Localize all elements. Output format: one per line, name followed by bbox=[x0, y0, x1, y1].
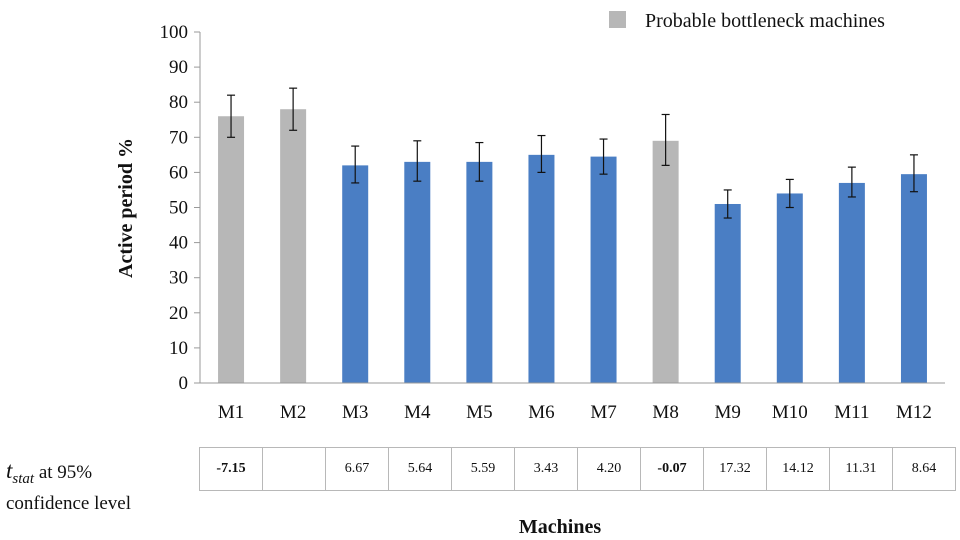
tstat-cell-m10: 14.12 bbox=[766, 447, 830, 491]
bar-m12 bbox=[900, 174, 927, 383]
y-tick-label: 100 bbox=[160, 22, 189, 43]
tstat-row-label: tstat at 95% confidence level bbox=[6, 456, 186, 519]
tstat-table: -7.15 6.67 5.64 5.59 3.43 4.20 -0.07 17.32 14.12… bbox=[199, 447, 956, 491]
legend-swatch bbox=[609, 11, 626, 28]
error-bar-m11 bbox=[847, 166, 856, 198]
bar-m11 bbox=[838, 182, 865, 383]
tstat-label-line2: confidence level bbox=[6, 493, 132, 514]
y-tick-label: 60 bbox=[169, 162, 188, 183]
x-tick-label: M2 bbox=[280, 402, 306, 423]
tstat-cell-m6: 3.43 bbox=[514, 447, 578, 491]
y-tick-label: 50 bbox=[169, 198, 188, 219]
legend: Probable bottleneck machines bbox=[609, 10, 885, 32]
y-tick-label: 80 bbox=[169, 92, 188, 113]
x-axis-categories: M1 M2 M3 M4 M5 M6 M7 M8 M9 M10 M11 M12 bbox=[218, 402, 932, 423]
tstat-cell-m2 bbox=[262, 447, 326, 491]
x-tick-label: M4 bbox=[404, 402, 431, 423]
y-tick-label: 30 bbox=[169, 268, 188, 289]
y-axis-title: Active period % bbox=[115, 138, 137, 278]
bar-m6 bbox=[528, 154, 555, 383]
x-tick-label: M9 bbox=[715, 402, 741, 423]
error-bar-m12 bbox=[909, 154, 918, 193]
x-tick-label: M11 bbox=[834, 402, 869, 423]
bar-m3 bbox=[342, 165, 369, 383]
bar-m9 bbox=[714, 203, 741, 383]
x-tick-label: M12 bbox=[896, 402, 932, 423]
y-tick-label: 70 bbox=[169, 127, 188, 148]
tstat-cell-m3: 6.67 bbox=[325, 447, 389, 491]
y-tick-label: 40 bbox=[169, 233, 188, 254]
y-tick-label: 20 bbox=[169, 303, 188, 324]
x-tick-label: M5 bbox=[466, 402, 492, 423]
x-tick-label: M3 bbox=[342, 402, 368, 423]
error-bar-m2 bbox=[289, 87, 298, 131]
y-tick-label: 10 bbox=[169, 338, 188, 359]
x-axis-title: Machines bbox=[519, 516, 601, 538]
y-axis-ticks: 0 10 20 30 40 50 60 70 80 90 100 bbox=[160, 22, 200, 394]
tstat-cell-m4: 5.64 bbox=[388, 447, 452, 491]
tstat-cell-m8: -0.07 bbox=[640, 447, 704, 491]
bar-m5 bbox=[466, 161, 493, 383]
bar-m2 bbox=[280, 109, 307, 383]
tstat-cell-m1: -7.15 bbox=[199, 447, 263, 491]
tstat-cell-m5: 5.59 bbox=[451, 447, 515, 491]
error-bars bbox=[227, 87, 918, 219]
t-subscript: stat bbox=[12, 471, 35, 487]
legend-label: Probable bottleneck machines bbox=[645, 10, 885, 32]
y-tick-label: 0 bbox=[179, 373, 189, 394]
tstat-cell-m12: 8.64 bbox=[892, 447, 956, 491]
error-bar-m5 bbox=[475, 141, 484, 182]
error-bar-m3 bbox=[351, 145, 360, 184]
error-bar-m9 bbox=[723, 189, 732, 219]
bar-m4 bbox=[404, 161, 431, 383]
x-tick-label: M6 bbox=[528, 402, 554, 423]
bar-m8 bbox=[652, 140, 679, 383]
bar-m10 bbox=[776, 193, 803, 383]
tstat-cell-m11: 11.31 bbox=[829, 447, 893, 491]
tstat-row: -7.15 6.67 5.64 5.59 3.43 4.20 -0.07 17.32 14.12… bbox=[199, 447, 956, 491]
tstat-cell-m9: 17.32 bbox=[703, 447, 767, 491]
bar-m7 bbox=[590, 156, 617, 383]
bars bbox=[218, 109, 927, 384]
error-bar-m10 bbox=[785, 178, 794, 209]
x-tick-label: M7 bbox=[590, 402, 616, 423]
tstat-cell-m7: 4.20 bbox=[577, 447, 641, 491]
bar-m1 bbox=[218, 116, 245, 384]
error-bar-m4 bbox=[413, 140, 422, 182]
x-tick-label: M10 bbox=[772, 402, 808, 423]
error-bar-m1 bbox=[227, 94, 236, 138]
error-bar-m8 bbox=[661, 113, 670, 166]
error-bar-m6 bbox=[537, 134, 546, 173]
x-tick-label: M8 bbox=[652, 402, 678, 423]
tstat-label-suffix: at 95% bbox=[38, 462, 93, 483]
t-symbol: t bbox=[6, 458, 13, 483]
error-bar-m7 bbox=[599, 138, 608, 175]
x-tick-label: M1 bbox=[218, 402, 244, 423]
y-tick-label: 90 bbox=[169, 57, 188, 78]
